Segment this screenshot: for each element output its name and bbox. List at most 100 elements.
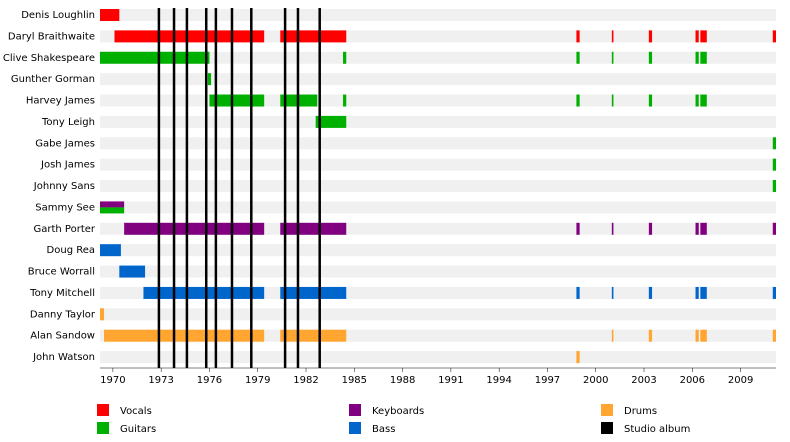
member-span bbox=[700, 94, 707, 107]
member-span bbox=[119, 265, 146, 278]
member-span bbox=[104, 329, 265, 342]
member-span bbox=[114, 30, 265, 43]
member-span bbox=[611, 286, 614, 299]
row-label: Sammy See bbox=[35, 202, 95, 213]
row-band bbox=[100, 30, 776, 43]
row-band bbox=[100, 244, 776, 257]
x-tick-label: 1994 bbox=[486, 375, 511, 386]
member-span bbox=[576, 51, 580, 64]
member-span bbox=[100, 201, 125, 208]
row-label: Daryl Braithwaite bbox=[8, 31, 95, 42]
member-span bbox=[576, 351, 580, 364]
x-tick-label: 1973 bbox=[148, 375, 173, 386]
x-tick-label: 1976 bbox=[197, 375, 222, 386]
x-tick-label: 2000 bbox=[583, 375, 608, 386]
row-label: Clive Shakespeare bbox=[3, 53, 95, 64]
member-span bbox=[611, 329, 614, 342]
row-band bbox=[100, 180, 776, 193]
member-span bbox=[700, 286, 707, 299]
member-span bbox=[695, 286, 699, 299]
row-band bbox=[100, 9, 776, 21]
row-band bbox=[100, 351, 776, 364]
row-band bbox=[100, 94, 776, 107]
x-tick-label: 1997 bbox=[535, 375, 560, 386]
legend-label: Keyboards bbox=[372, 406, 424, 417]
member-span bbox=[100, 9, 120, 21]
legend-swatch bbox=[97, 422, 109, 434]
member-span bbox=[695, 222, 699, 235]
member-span bbox=[772, 158, 776, 171]
member-span bbox=[648, 94, 653, 107]
member-span bbox=[576, 222, 580, 235]
row-label: Johnny Sans bbox=[33, 181, 95, 192]
x-tick-label: 2006 bbox=[680, 375, 705, 386]
legend-swatch bbox=[349, 422, 361, 434]
row-band bbox=[100, 265, 776, 278]
row-label: Gunther Gorman bbox=[11, 74, 95, 85]
x-tick-label: 2003 bbox=[631, 375, 656, 386]
member-span bbox=[648, 286, 653, 299]
row-label: Tony Mitchell bbox=[29, 288, 95, 299]
member-span bbox=[280, 30, 347, 43]
member-span bbox=[143, 286, 265, 299]
legend-swatch bbox=[601, 422, 613, 434]
row-label: Alan Sandow bbox=[30, 331, 95, 342]
x-tick-label: 1985 bbox=[342, 375, 367, 386]
row-band bbox=[100, 137, 776, 150]
row-label: Garth Porter bbox=[33, 224, 95, 235]
member-span bbox=[648, 30, 653, 43]
legend-label: Drums bbox=[624, 406, 657, 417]
member-span bbox=[100, 207, 125, 214]
member-span bbox=[100, 244, 121, 257]
row-band bbox=[100, 286, 776, 299]
legend-swatch bbox=[97, 404, 109, 416]
x-tick-label: 1988 bbox=[390, 375, 415, 386]
row-label: Josh James bbox=[40, 160, 95, 171]
row-label: John Watson bbox=[32, 352, 95, 363]
x-tick-label: 1970 bbox=[100, 375, 125, 386]
member-span bbox=[576, 94, 580, 107]
member-span bbox=[576, 30, 580, 43]
row-band bbox=[100, 158, 776, 171]
member-span bbox=[695, 51, 699, 64]
legend-label: Vocals bbox=[120, 406, 152, 417]
row-label: Doug Rea bbox=[47, 245, 95, 256]
row-label: Gabe James bbox=[35, 138, 95, 149]
member-span bbox=[207, 73, 212, 86]
member-span bbox=[343, 51, 347, 64]
member-span bbox=[772, 30, 776, 43]
member-span bbox=[611, 51, 614, 64]
member-span bbox=[695, 94, 699, 107]
row-band bbox=[100, 73, 776, 86]
legend-label: Bass bbox=[372, 424, 395, 435]
x-tick-label: 1991 bbox=[438, 375, 463, 386]
member-span bbox=[648, 51, 653, 64]
x-tick-label: 2009 bbox=[728, 375, 753, 386]
row-band bbox=[100, 115, 776, 128]
member-span bbox=[695, 30, 699, 43]
member-span bbox=[648, 222, 653, 235]
member-span bbox=[772, 180, 776, 193]
member-span bbox=[772, 329, 776, 342]
member-span bbox=[280, 329, 347, 342]
member-span bbox=[280, 222, 347, 235]
row-band bbox=[100, 329, 776, 342]
member-span bbox=[700, 329, 707, 342]
row-band bbox=[100, 222, 776, 235]
member-span bbox=[611, 94, 614, 107]
member-span bbox=[772, 286, 776, 299]
member-span bbox=[772, 137, 776, 150]
member-span bbox=[700, 30, 707, 43]
member-span bbox=[100, 308, 105, 321]
member-span bbox=[124, 222, 265, 235]
member-span bbox=[700, 222, 707, 235]
row-label: Tony Leigh bbox=[41, 117, 95, 128]
member-span bbox=[209, 94, 265, 107]
member-span bbox=[576, 286, 580, 299]
member-span bbox=[700, 51, 707, 64]
row-band bbox=[100, 51, 776, 64]
x-tick-label: 1982 bbox=[293, 375, 318, 386]
member-span bbox=[772, 222, 776, 235]
legend-swatch bbox=[601, 404, 613, 416]
